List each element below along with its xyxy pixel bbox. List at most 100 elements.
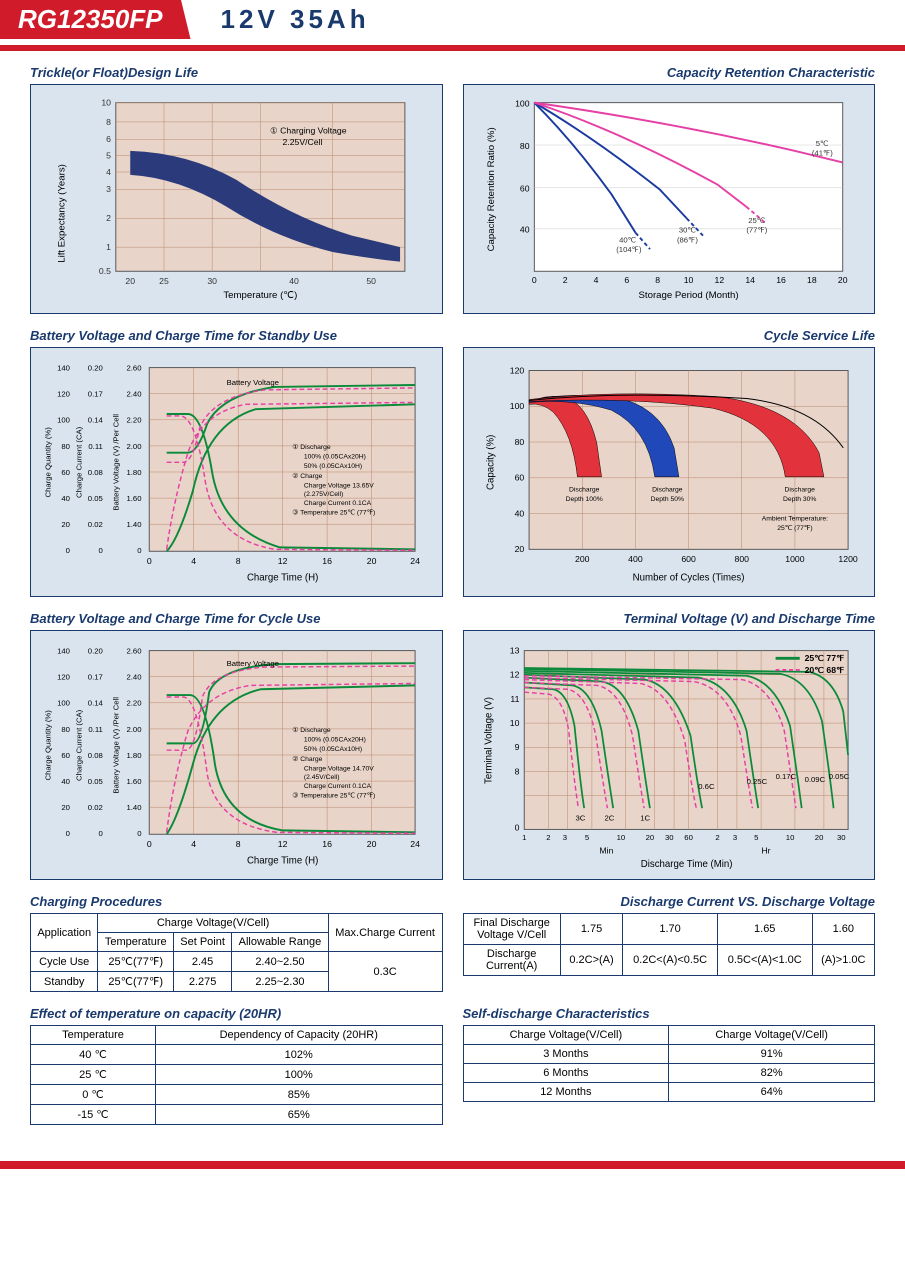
svg-text:6: 6 — [624, 275, 629, 285]
svg-text:2: 2 — [715, 833, 719, 842]
svg-text:120: 120 — [57, 673, 70, 682]
svg-text:Terminal Voltage (V): Terminal Voltage (V) — [483, 697, 494, 784]
svg-text:0.05: 0.05 — [88, 777, 103, 786]
svg-text:14: 14 — [745, 275, 755, 285]
svg-text:Discharge: Discharge — [568, 486, 599, 493]
svg-text:60: 60 — [61, 468, 70, 477]
svg-text:16: 16 — [776, 275, 786, 285]
chart4-title: Cycle Service Life — [463, 328, 876, 343]
svg-text:0.08: 0.08 — [88, 468, 103, 477]
svg-text:0: 0 — [147, 839, 152, 849]
svg-text:200: 200 — [575, 554, 590, 564]
self-discharge-table: Charge Voltage(V/Cell)Charge Voltage(V/C… — [463, 1025, 876, 1102]
svg-text:24: 24 — [410, 556, 420, 566]
svg-text:1000: 1000 — [785, 554, 804, 564]
svg-text:Discharge: Discharge — [652, 486, 683, 493]
svg-text:1.80: 1.80 — [126, 468, 141, 477]
footer-divider — [0, 1161, 905, 1169]
svg-text:2.20: 2.20 — [126, 699, 141, 708]
svg-text:5: 5 — [106, 151, 111, 161]
svg-text:8: 8 — [106, 117, 111, 127]
svg-text:Charge Quantity (%): Charge Quantity (%) — [44, 710, 53, 781]
svg-text:50: 50 — [366, 276, 376, 286]
svg-text:25℃ 77℉: 25℃ 77℉ — [804, 653, 844, 663]
svg-text:① Discharge: ① Discharge — [292, 443, 331, 451]
temp-capacity-table: TemperatureDependency of Capacity (20HR)… — [30, 1025, 443, 1125]
svg-text:0: 0 — [99, 546, 103, 555]
svg-text:40: 40 — [61, 777, 70, 786]
svg-text:20: 20 — [61, 803, 70, 812]
svg-text:Charge Quantity (%): Charge Quantity (%) — [44, 427, 53, 498]
svg-text:24: 24 — [410, 839, 420, 849]
svg-text:4: 4 — [593, 275, 598, 285]
svg-text:80: 80 — [61, 725, 70, 734]
svg-text:3C: 3C — [575, 814, 585, 823]
svg-text:0.5: 0.5 — [99, 266, 111, 276]
svg-text:6: 6 — [106, 134, 111, 144]
svg-text:2.40: 2.40 — [126, 673, 141, 682]
svg-text:0.17: 0.17 — [88, 673, 103, 682]
discharge-voltage-table: Final Discharge Voltage V/Cell 1.751.70 … — [463, 913, 876, 976]
svg-text:Battery Voltage (V) /Per Cell: Battery Voltage (V) /Per Cell — [111, 414, 120, 511]
svg-text:25℃ (77℉): 25℃ (77℉) — [777, 525, 812, 532]
svg-text:4: 4 — [191, 556, 196, 566]
svg-text:Discharge: Discharge — [784, 486, 815, 493]
svg-text:2.25V/Cell: 2.25V/Cell — [283, 137, 323, 147]
header-spec: 12V 35Ah — [221, 4, 370, 35]
svg-text:2: 2 — [546, 833, 550, 842]
svg-text:0.25C: 0.25C — [746, 777, 767, 786]
svg-text:100: 100 — [509, 401, 524, 411]
svg-text:Lift Expectancy (Years): Lift Expectancy (Years) — [57, 164, 68, 263]
svg-text:① Charging Voltage: ① Charging Voltage — [270, 125, 347, 135]
svg-text:40: 40 — [514, 508, 524, 518]
svg-text:0: 0 — [137, 546, 141, 555]
svg-text:Charge Current 0.1CA: Charge Current 0.1CA — [304, 500, 372, 507]
svg-text:Capacity Retention Ratio (%): Capacity Retention Ratio (%) — [485, 127, 496, 251]
svg-text:1.40: 1.40 — [126, 520, 141, 529]
svg-text:Depth 50%: Depth 50% — [650, 496, 683, 503]
svg-text:140: 140 — [57, 647, 70, 656]
svg-text:1200: 1200 — [838, 554, 857, 564]
svg-text:0.09C: 0.09C — [804, 775, 825, 784]
svg-text:0: 0 — [66, 829, 70, 838]
svg-text:60: 60 — [519, 183, 529, 193]
svg-text:60: 60 — [684, 833, 693, 842]
svg-text:20: 20 — [645, 833, 654, 842]
chart4: 12010080 604020 200400600 80010001200 Nu… — [463, 347, 876, 597]
svg-text:Charge Voltage 14.70V: Charge Voltage 14.70V — [304, 765, 374, 772]
svg-text:60: 60 — [514, 473, 524, 483]
svg-text:0.6C: 0.6C — [698, 782, 715, 791]
svg-text:120: 120 — [57, 390, 70, 399]
svg-text:0.20: 0.20 — [88, 647, 103, 656]
chart2: 100806040 0246 8101214 161820 Storage Pe… — [463, 84, 876, 314]
chart3-title: Battery Voltage and Charge Time for Stan… — [30, 328, 443, 343]
svg-text:8: 8 — [236, 556, 241, 566]
svg-text:18: 18 — [807, 275, 817, 285]
svg-text:② Charge: ② Charge — [292, 472, 322, 480]
svg-text:2.00: 2.00 — [126, 725, 141, 734]
svg-text:0.02: 0.02 — [88, 803, 103, 812]
svg-text:4: 4 — [106, 167, 111, 177]
svg-text:0: 0 — [99, 829, 103, 838]
svg-text:40: 40 — [61, 494, 70, 503]
svg-text:10: 10 — [101, 98, 111, 108]
svg-text:4: 4 — [191, 839, 196, 849]
svg-text:12: 12 — [509, 670, 519, 680]
svg-text:3: 3 — [562, 833, 566, 842]
svg-text:Charge Time (H): Charge Time (H) — [247, 855, 318, 866]
svg-text:2.40: 2.40 — [126, 390, 141, 399]
svg-text:30℃: 30℃ — [678, 226, 696, 235]
svg-text:Charge Current 0.1CA: Charge Current 0.1CA — [304, 783, 372, 790]
svg-text:0.08: 0.08 — [88, 751, 103, 760]
svg-text:3: 3 — [732, 833, 736, 842]
svg-text:0: 0 — [531, 275, 536, 285]
svg-text:Storage Period (Month): Storage Period (Month) — [638, 290, 738, 301]
svg-text:0.02: 0.02 — [88, 520, 103, 529]
svg-text:30: 30 — [664, 833, 673, 842]
svg-text:0: 0 — [147, 556, 152, 566]
svg-text:2.60: 2.60 — [126, 647, 141, 656]
svg-text:Charge Time (H): Charge Time (H) — [247, 572, 318, 583]
red-divider — [0, 45, 905, 51]
svg-text:Min: Min — [599, 846, 613, 856]
svg-text:1.40: 1.40 — [126, 803, 141, 812]
